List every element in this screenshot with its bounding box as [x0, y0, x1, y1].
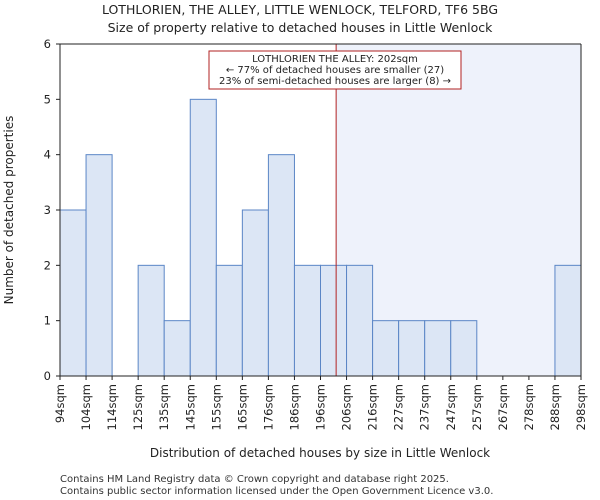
bar-247sqm [450, 320, 478, 377]
bar-186sqm [293, 264, 322, 377]
x-tick-label-196sqm: 196sqm [314, 384, 328, 430]
annotation-line-3: 23% of semi-detached houses are larger (… [219, 76, 451, 87]
bar-288sqm [554, 264, 582, 377]
bar-227sqm [398, 320, 426, 377]
bar-145sqm [189, 98, 217, 377]
x-tick-label-227sqm: 227sqm [392, 384, 406, 430]
bars-group [59, 98, 582, 377]
y-tick-label: 3 [44, 203, 51, 217]
x-tick-label-155sqm: 155sqm [209, 384, 223, 430]
chart-subtitle: Size of property relative to detached ho… [108, 20, 494, 35]
x-tick-label-237sqm: 237sqm [418, 384, 432, 430]
x-tick-label-247sqm: 247sqm [444, 384, 458, 430]
footer-line-2: Contains public sector information licen… [60, 486, 493, 497]
x-tick-label-135sqm: 135sqm [157, 384, 171, 430]
bar-176sqm [267, 154, 295, 377]
x-tick-label-267sqm: 267sqm [496, 384, 510, 430]
bar-216sqm [372, 320, 400, 377]
x-tick-label-278sqm: 278sqm [522, 384, 536, 430]
annotation-box: LOTHLORIEN THE ALLEY: 202sqm ← 77% of de… [208, 50, 462, 90]
x-ticks-group: 94sqm 104sqm 114sqm 125sqm 135sqm 145sqm 155sq… [53, 376, 588, 430]
bar-196sqm [320, 264, 348, 377]
annotation-line-2: ← 77% of detached houses are smaller (27… [226, 65, 444, 76]
y-tick-label: 4 [44, 148, 51, 162]
bar-94sqm [59, 209, 87, 377]
annotation-line-1: LOTHLORIEN THE ALLEY: 202sqm [252, 54, 418, 65]
x-tick-label-165sqm: 165sqm [235, 384, 249, 430]
chart-title: LOTHLORIEN, THE ALLEY, LITTLE WENLOCK, T… [102, 2, 498, 17]
bar-165sqm [241, 209, 269, 377]
y-tick-label: 0 [44, 369, 51, 383]
x-axis-label: Distribution of detached houses by size … [150, 446, 490, 460]
annotation-frame [208, 50, 462, 90]
y-axis-label: Number of detached properties [2, 116, 16, 305]
x-tick-label-298sqm: 298sqm [574, 384, 588, 430]
x-tick-label-176sqm: 176sqm [261, 384, 275, 430]
x-tick-label-104sqm: 104sqm [79, 384, 93, 430]
footer-line-1: Contains HM Land Registry data © Crown c… [60, 474, 449, 485]
x-tick-label-206sqm: 206sqm [340, 384, 354, 430]
x-tick-label-125sqm: 125sqm [131, 384, 145, 430]
x-tick-label-186sqm: 186sqm [287, 384, 301, 430]
x-tick-label-216sqm: 216sqm [366, 384, 380, 430]
y-tick-label: 6 [44, 37, 51, 51]
x-tick-label-114sqm: 114sqm [105, 384, 119, 430]
bar-135sqm [163, 320, 191, 377]
y-ticks-group: 0 1 2 3 4 5 6 [44, 37, 60, 383]
bar-104sqm [85, 154, 113, 377]
x-tick-label-288sqm: 288sqm [548, 384, 562, 430]
x-tick-label-145sqm: 145sqm [183, 384, 197, 430]
bar-206sqm [346, 264, 374, 377]
x-tick-label-94sqm: 94sqm [53, 384, 67, 423]
bar-155sqm [215, 264, 243, 377]
y-tick-label: 1 [44, 314, 51, 328]
x-tick-label-257sqm: 257sqm [470, 384, 484, 430]
y-tick-label: 5 [44, 92, 51, 106]
y-tick-label: 2 [44, 258, 51, 272]
bar-237sqm [424, 320, 452, 377]
bar-125sqm [137, 264, 165, 377]
